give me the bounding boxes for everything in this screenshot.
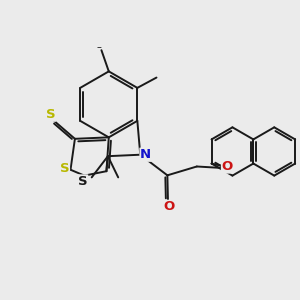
Text: O: O <box>221 160 233 173</box>
Text: N: N <box>140 148 151 161</box>
Text: –: – <box>97 42 101 52</box>
Text: S: S <box>46 108 56 121</box>
Text: S: S <box>60 162 69 175</box>
Text: S: S <box>78 175 88 188</box>
Text: O: O <box>164 200 175 213</box>
